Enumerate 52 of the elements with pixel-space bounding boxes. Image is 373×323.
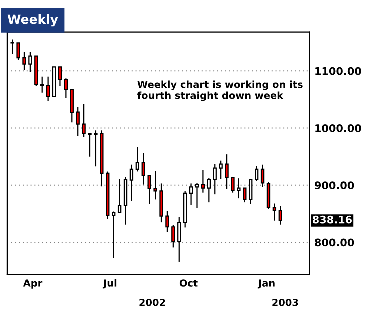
candlestick [272,203,277,222]
candlestick [40,76,44,94]
candlestick [243,188,247,204]
candlestick [64,78,68,99]
candlestick [207,177,211,204]
x-tick-label: Apr [23,280,43,289]
y-tick-label: 900.00 [314,182,354,190]
candlestick [201,169,206,194]
candlestick [254,165,259,182]
y-tick-label: 1000.00 [316,124,362,132]
candlestick [154,170,158,200]
candlestick [166,210,170,233]
x-tick-label: Jan [258,280,275,289]
text: 2002 [140,298,166,306]
candlestick [10,39,14,55]
candlestick [94,130,98,168]
candlestick [88,133,92,158]
candlestick [16,42,20,61]
annotation: Weekly chart is working on its fourth straight down week [138,80,303,102]
candlestick [219,160,223,180]
x-tick-label: Jul [102,279,117,289]
candlestick [58,66,62,87]
candlestick [136,146,140,172]
candlestick [76,106,80,137]
candlestick [46,76,50,102]
candlestick [195,182,200,209]
candlestick [118,178,122,214]
text: 2003 [272,298,298,306]
y-tick-label: 1100.00 [316,67,362,76]
candlestick [82,104,86,138]
chart-title: Weekly [8,14,58,27]
candlestick [142,152,146,186]
candlestick [178,216,182,263]
candlestick [70,89,74,124]
candlestick [266,181,271,210]
candlestick [112,211,116,259]
candlestick [225,154,229,190]
y-tick-label: 800.00 [315,238,354,247]
candlestick [213,164,217,196]
candlestick [189,183,194,206]
candlestick [22,52,26,71]
candlestick [130,164,134,202]
x-tick-label: Oct [180,280,198,287]
candlestick [260,164,265,188]
candlestick [28,52,32,73]
candlestick [148,175,152,205]
candlestick [278,205,282,226]
candlestick [172,224,176,248]
candlestick [237,178,241,200]
candlestick [231,177,235,194]
text: 838.16 [313,216,352,224]
candlestick [249,179,253,205]
